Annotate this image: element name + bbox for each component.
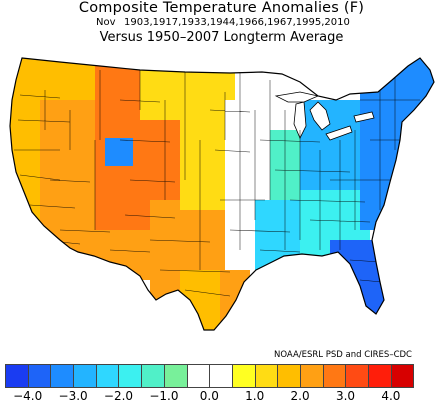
colorbar-tick-label: 4.0: [381, 389, 401, 403]
colorbar-tick-label: 3.0: [335, 389, 356, 403]
region-utah-colorado-hotspot: [105, 138, 133, 166]
colorbar-swatch: [73, 364, 97, 388]
great-lakes: [274, 91, 375, 141]
colorbar-swatch: [141, 364, 165, 388]
colorbar-swatch: [186, 364, 211, 388]
colorbar-swatch: [254, 364, 279, 388]
colorbar-swatch: [345, 364, 369, 388]
composite-years-row: Nov 1903,1917,1933,1944,1966,1967,1995,2…: [0, 17, 443, 30]
colorbar-tick-label: −3.0: [58, 389, 88, 403]
colorbar-tick-label: −2.0: [103, 389, 134, 403]
colorbar-swatch: [163, 364, 188, 388]
colorbar-ticks: −4.0 −3.0 −2.0 −1.0 0.0 1.0 2.0 3.0 4.0: [0, 389, 443, 403]
colorbar-swatch: [368, 364, 392, 388]
colorbar-swatch: [27, 364, 52, 388]
credit-label: NOAA/ESRL PSD and CIRES–CDC: [274, 350, 412, 360]
colorbar-swatch: [50, 364, 75, 388]
baseline-label: Versus 1950–2007 Longterm Average: [99, 30, 344, 45]
climate-division-lines: [14, 70, 420, 297]
colorbar-swatch: [209, 364, 233, 388]
colorbar-swatch: [5, 364, 29, 388]
colorbar-swatch: [322, 364, 347, 388]
colorbar-swatch: [95, 364, 120, 388]
colorbar-tick-label: 0.0: [199, 389, 219, 403]
colorbar-tick-label: 1.0: [245, 389, 265, 403]
colorbar-tick-label: 2.0: [290, 389, 310, 403]
colorbar-swatch: [390, 364, 415, 388]
colorbar-swatch: [277, 364, 301, 388]
colorbar-tick-label: −4.0: [13, 389, 43, 403]
colorbar-swatch: [118, 364, 143, 388]
region-florida: [330, 240, 410, 330]
us-outline: [9, 57, 435, 331]
years-list: 1903,1917,1933,1944,1966,1967,1995,2010: [124, 17, 350, 28]
colorbar: [5, 364, 415, 388]
map-fill-regions: [10, 58, 434, 330]
month-label: Nov: [96, 17, 116, 28]
colorbar-tick-label: −1.0: [149, 389, 179, 403]
map-title: Composite Temperature Anomalies (F): [78, 0, 365, 16]
great-lakes-water: [274, 91, 375, 141]
colorbar-swatch: [299, 364, 324, 388]
colorbar-swatch: [231, 364, 256, 388]
